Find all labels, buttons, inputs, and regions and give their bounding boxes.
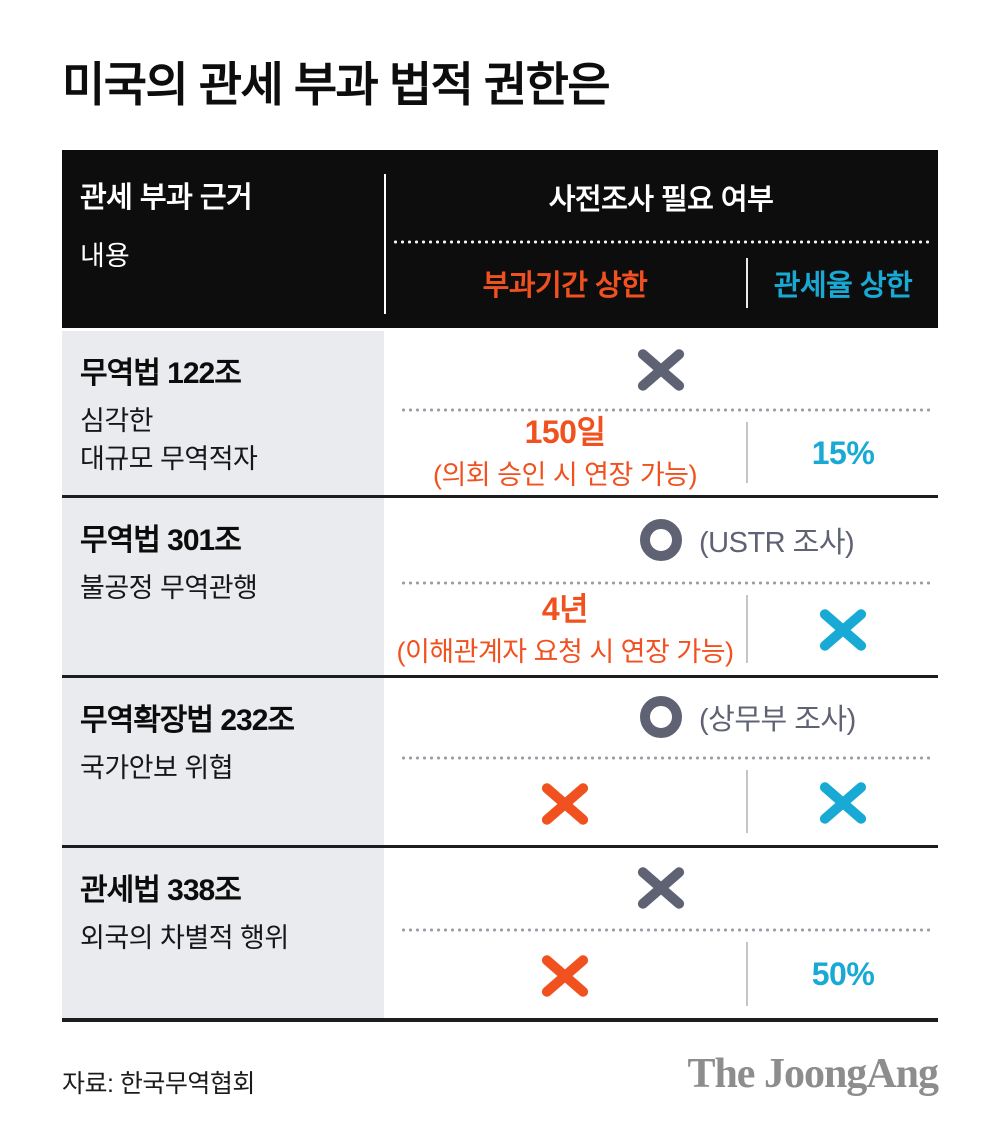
row1-law-title: 무역법 122조 [80, 357, 242, 390]
row2-law-desc: 불공정 무역관행 [80, 573, 258, 603]
row4-period-mark-icon [542, 955, 588, 997]
page-title: 미국의 관세 부과 법적 권한은 [62, 58, 611, 111]
x-icon [638, 349, 684, 391]
header-basis-cell: 관세 부과 근거 내용 [62, 150, 384, 328]
header-subcol-divider [746, 258, 748, 308]
row1-investigation-mark-icon [638, 349, 684, 391]
x-icon [820, 782, 866, 824]
source-credit: 자료: 한국무역협회 [62, 1070, 255, 1098]
row4-investigation [384, 848, 938, 928]
header-subcol-rate: 관세율 상한 [773, 270, 913, 302]
row1-rate-cell: 15% [748, 412, 938, 495]
header-investigation-title: 사전조사 필요 여부 [548, 184, 774, 216]
row1-period-note: (의회 승인 시 연장 가능) [432, 460, 698, 491]
row4-values-cell: 50% [384, 848, 938, 1018]
row4-dotted-divider [400, 927, 930, 932]
row2-investigation-mark-icon [640, 518, 682, 561]
row2-investigation-label: (USTR 조사) [699, 526, 855, 559]
row1-law-desc: 심각한 대규모 무역적자 [80, 406, 258, 475]
row4-law-desc: 외국의 차별적 행위 [80, 923, 289, 953]
row1-investigation [384, 331, 938, 408]
tariff-authority-table: 관세 부과 근거 내용 사전조사 필요 여부 부과기간 상한 관세율 상한 무역… [62, 150, 938, 1022]
row1-subcolumn-divider [746, 422, 748, 483]
row3-dotted-divider [400, 756, 930, 761]
row2-values-cell: (USTR 조사) 4년 (이해관계자 요청 시 연장 가능) [384, 498, 938, 675]
header-investigation-cell: 사전조사 필요 여부 부과기간 상한 관세율 상한 [384, 150, 938, 328]
row2-period-note: (이해관계자 요청 시 연장 가능) [396, 636, 734, 667]
header-basis-title: 관세 부과 근거 [80, 182, 253, 214]
row2-rate-mark-icon [820, 609, 866, 651]
row3-law-desc: 국가안보 위협 [80, 753, 234, 783]
header-basis-sub: 내용 [80, 241, 130, 271]
header-subcol-period: 부과기간 상한 [482, 270, 648, 302]
row4-subcolumn-divider [746, 941, 748, 1006]
table-row-trade-act-301: 무역법 301조 불공정 무역관행 (USTR 조사) 4년 (이해관계자 요청… [62, 498, 938, 678]
row3-period-cell [384, 760, 746, 845]
row4-law-cell: 관세법 338조 외국의 차별적 행위 [62, 848, 384, 1018]
header-subcolumns: 부과기간 상한 관세율 상한 [384, 256, 938, 310]
row3-investigation: (상무부 조사) [384, 678, 938, 756]
row1-period-cell: 150일 (의회 승인 시 연장 가능) [384, 412, 746, 495]
table-header: 관세 부과 근거 내용 사전조사 필요 여부 부과기간 상한 관세율 상한 [62, 150, 938, 328]
row2-period-value: 4년 [541, 590, 589, 627]
table-row-trade-expansion-act-232: 무역확장법 232조 국가안보 위협 (상무부 조사) [62, 678, 938, 848]
row3-investigation-mark-icon [640, 696, 682, 739]
row3-investigation-label: (상무부 조사) [699, 704, 856, 737]
row1-law-cell: 무역법 122조 심각한 대규모 무역적자 [62, 331, 384, 495]
row4-rate-cell: 50% [748, 932, 938, 1018]
row2-law-cell: 무역법 301조 불공정 무역관행 [62, 498, 384, 675]
row2-period-cell: 4년 (이해관계자 요청 시 연장 가능) [384, 585, 746, 675]
row3-values-cell: (상무부 조사) [384, 678, 938, 845]
row1-dotted-divider [400, 408, 930, 413]
table-row-tariff-act-338: 관세법 338조 외국의 차별적 행위 [62, 848, 938, 1022]
joongang-logo: The JoongAng [687, 1051, 939, 1097]
row4-law-title: 관세법 338조 [80, 874, 242, 907]
row2-subrow: 4년 (이해관계자 요청 시 연장 가능) [384, 585, 938, 675]
row2-law-title: 무역법 301조 [80, 524, 242, 557]
row1-rate-value: 15% [811, 434, 875, 471]
row3-law-cell: 무역확장법 232조 국가안보 위협 [62, 678, 384, 845]
row3-subcolumn-divider [746, 770, 748, 833]
row1-subrow: 150일 (의회 승인 시 연장 가능) 15% [384, 412, 938, 495]
o-icon [640, 696, 682, 739]
row2-subcolumn-divider [746, 595, 748, 663]
row2-dotted-divider [400, 581, 930, 586]
row4-rate-value: 50% [811, 956, 875, 993]
row4-subrow: 50% [384, 932, 938, 1018]
x-icon [542, 955, 588, 997]
row1-period-value: 150일 [524, 413, 606, 450]
row3-rate-mark-icon [820, 782, 866, 824]
row3-rate-cell [748, 760, 938, 845]
x-icon [638, 867, 684, 909]
o-icon [640, 518, 682, 561]
x-icon [820, 609, 866, 651]
header-vertical-divider [384, 174, 386, 314]
row3-law-title: 무역확장법 232조 [80, 704, 295, 737]
row2-investigation: (USTR 조사) [384, 498, 938, 581]
header-dotted-divider [392, 240, 930, 244]
row3-subrow [384, 760, 938, 845]
table-row-trade-act-122: 무역법 122조 심각한 대규모 무역적자 150일 (의회 승인 시 연장 가… [62, 331, 938, 498]
row4-period-cell [384, 932, 746, 1018]
row3-period-mark-icon [542, 783, 588, 825]
x-icon [542, 783, 588, 825]
row2-rate-cell [748, 585, 938, 675]
row4-investigation-mark-icon [638, 867, 684, 909]
row1-values-cell: 150일 (의회 승인 시 연장 가능) 15% [384, 331, 938, 495]
